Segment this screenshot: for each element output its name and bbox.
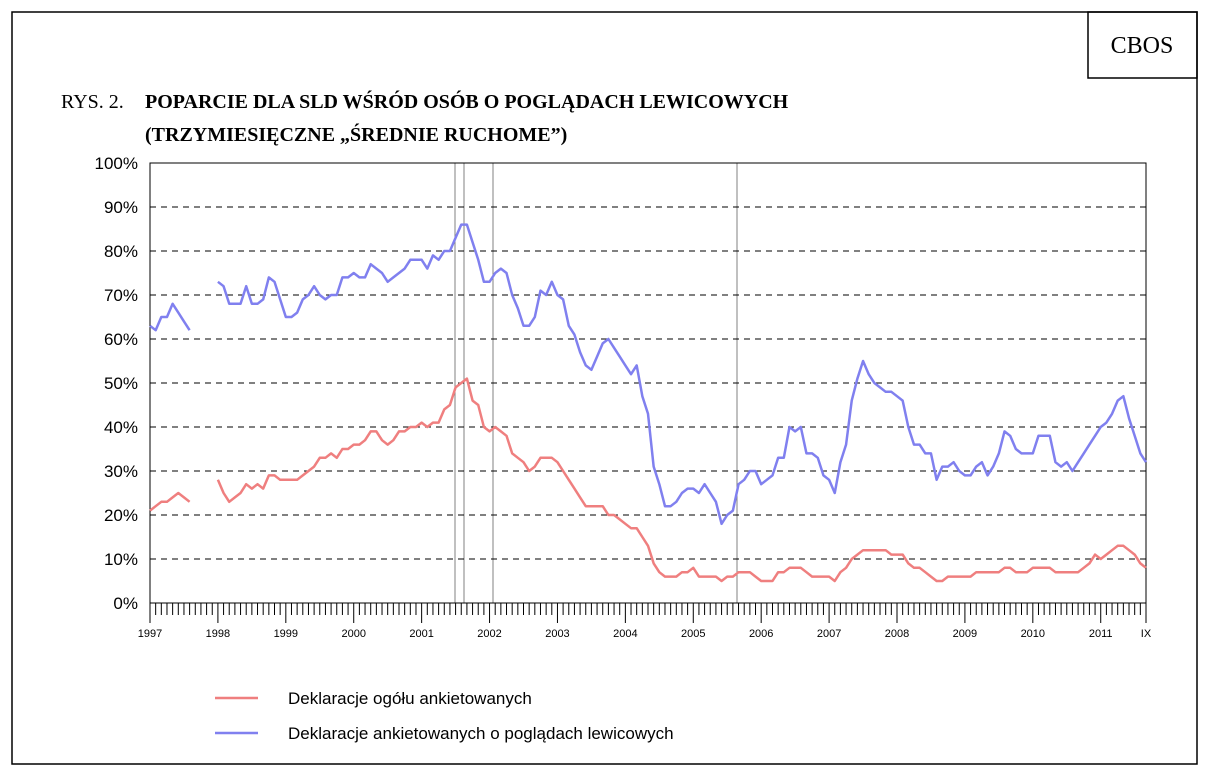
x-tick-label: 2005 [681, 628, 705, 640]
y-tick-label: 20% [104, 506, 138, 525]
y-tick-label: 0% [113, 594, 138, 613]
x-tick-label: 2000 [341, 628, 365, 640]
x-tick-label: 2002 [477, 628, 501, 640]
x-tick-label: 2004 [613, 628, 637, 640]
y-tick-label: 70% [104, 286, 138, 305]
x-tick-label: 2006 [749, 628, 773, 640]
x-tick-label: 2003 [545, 628, 569, 640]
y-tick-label: 40% [104, 418, 138, 437]
x-tick-label: 2011 [1089, 628, 1113, 640]
x-tick-label: 2001 [409, 628, 433, 640]
y-tick-label: 30% [104, 462, 138, 481]
legend-label: Deklaracje ogółu ankietowanych [288, 689, 532, 708]
x-tick-label: 1999 [274, 628, 298, 640]
chart-title: POPARCIE DLA SLD WŚRÓD OSÓB O POGLĄDACH … [145, 89, 789, 113]
x-tick-label: 1998 [206, 628, 230, 640]
chart-title: (TRZYMIESIĘCZNE „ŚREDNIE RUCHOME”) [145, 122, 567, 146]
y-tick-label: 100% [95, 154, 138, 173]
y-tick-label: 90% [104, 198, 138, 217]
y-tick-label: 50% [104, 374, 138, 393]
x-tick-label: 2009 [953, 628, 977, 640]
y-tick-label: 80% [104, 242, 138, 261]
source: CBOS [1111, 33, 1174, 59]
x-tick-label: 1997 [138, 628, 162, 640]
chart-title-prefix: RYS. 2. [61, 91, 124, 113]
x-tick-label: 2007 [817, 628, 841, 640]
x-tick-label: 2010 [1021, 628, 1045, 640]
series-line [149, 377, 1147, 583]
source-box [1087, 11, 1198, 79]
x-tick-label: 2008 [885, 628, 909, 640]
legend-label: Deklaracje ankietowanych o poglądach lew… [288, 724, 674, 743]
page-border [11, 11, 1198, 765]
x-tick-label: IX [1141, 628, 1152, 640]
y-tick-label: 60% [104, 330, 138, 349]
y-tick-label: 10% [104, 550, 138, 569]
series-line [149, 223, 1148, 526]
